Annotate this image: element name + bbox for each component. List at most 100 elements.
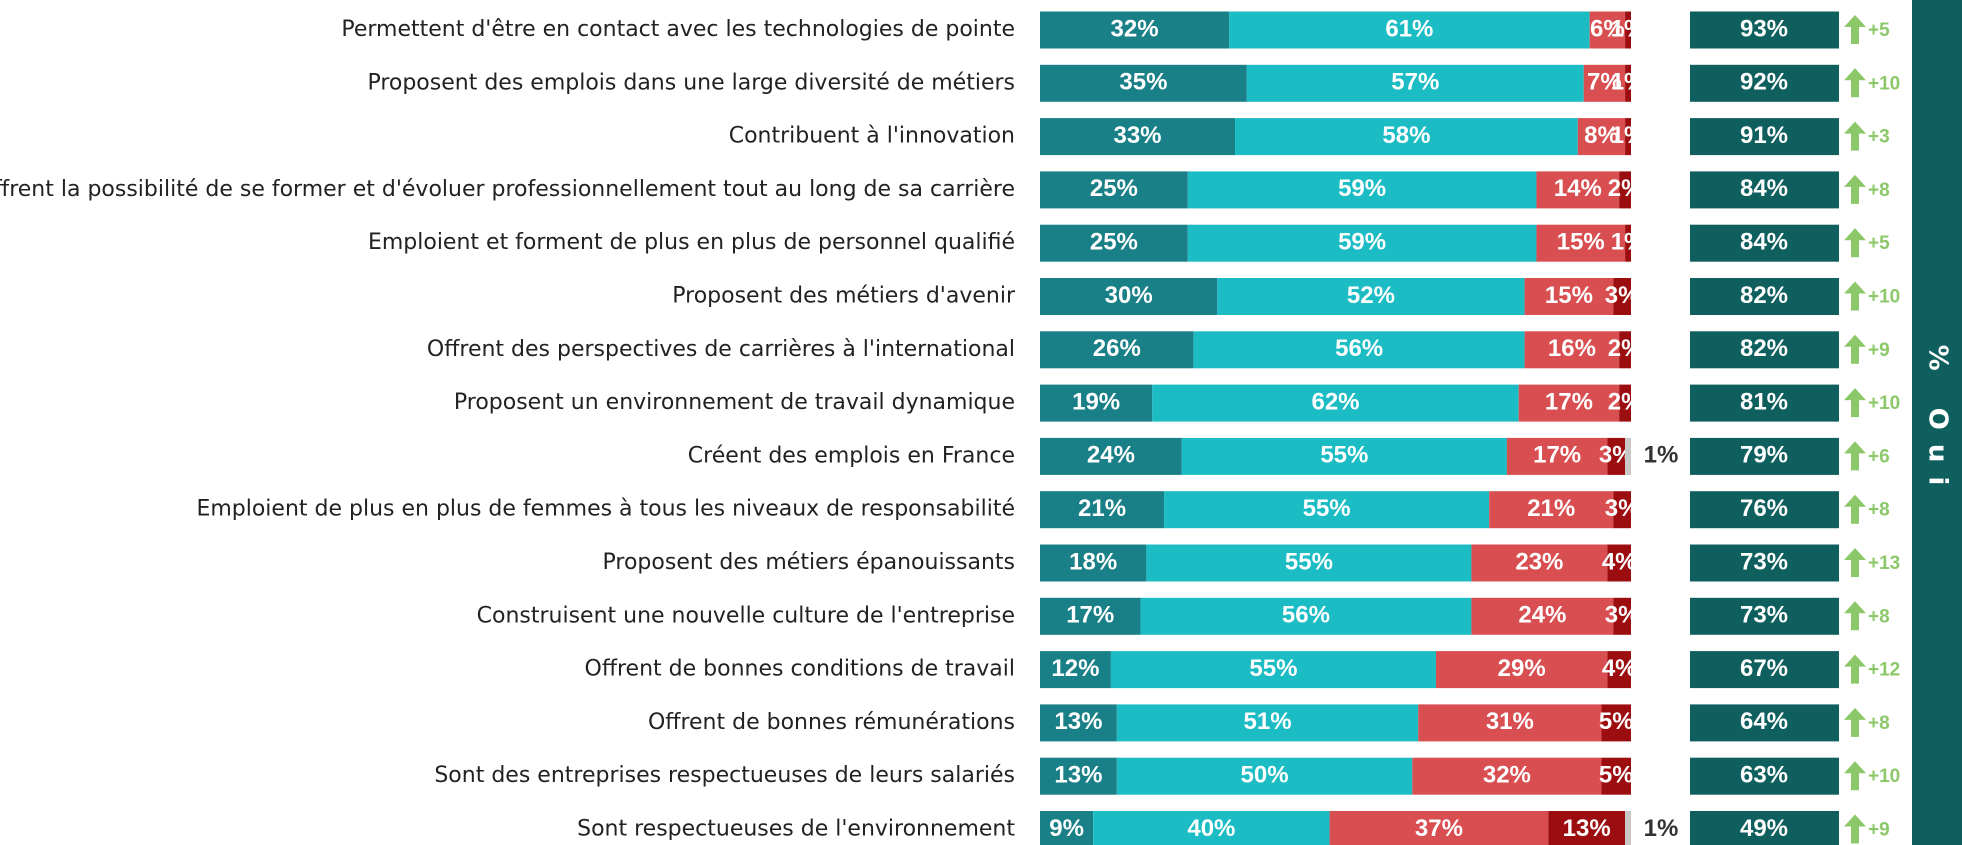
bar-segment bbox=[1518, 384, 1620, 422]
category-label: Permettent d'être en contact avec les te… bbox=[341, 17, 1015, 42]
value-label: 61% bbox=[1385, 15, 1433, 42]
bar-segment bbox=[1040, 331, 1194, 369]
category-label: Offrent des perspectives de carrières à … bbox=[427, 337, 1015, 362]
category-label: Construisent une nouvelle culture de l'e… bbox=[477, 603, 1015, 628]
bar-segment bbox=[1613, 597, 1631, 635]
bar-segment bbox=[1246, 64, 1584, 102]
bar-segment bbox=[1619, 331, 1631, 369]
category-label: Proposent un environnement de travail dy… bbox=[454, 390, 1015, 415]
bar-segment bbox=[1187, 171, 1537, 209]
category-label: Proposent des métiers épanouissants bbox=[603, 550, 1015, 575]
bar-segment bbox=[1040, 651, 1111, 689]
bar-segment bbox=[1536, 171, 1620, 209]
value-label: 3% bbox=[1605, 602, 1640, 629]
total-box bbox=[1690, 384, 1839, 422]
bar-segment bbox=[1607, 651, 1631, 689]
value-label: 14% bbox=[1554, 175, 1602, 202]
total-box bbox=[1690, 437, 1839, 475]
bar-segment bbox=[1418, 704, 1602, 742]
value-label: 26% bbox=[1093, 335, 1141, 362]
bar-segment bbox=[1040, 64, 1247, 102]
value-label: 31% bbox=[1486, 708, 1534, 735]
value-label: 1% bbox=[1644, 815, 1679, 842]
total-box bbox=[1690, 64, 1839, 102]
bar-segment bbox=[1607, 437, 1626, 475]
total-box bbox=[1690, 118, 1839, 156]
value-label: 5% bbox=[1599, 708, 1634, 735]
category-label: Emploient de plus en plus de femmes à to… bbox=[196, 497, 1015, 522]
total-label: 63% bbox=[1740, 762, 1788, 789]
bar-segment bbox=[1146, 544, 1472, 582]
delta-label: +5 bbox=[1868, 20, 1890, 41]
total-box bbox=[1690, 811, 1839, 845]
category-label: Proposent des métiers d'avenir bbox=[672, 284, 1016, 309]
value-label: 55% bbox=[1303, 495, 1351, 522]
value-label: 21% bbox=[1527, 495, 1575, 522]
delta-arrow bbox=[1844, 174, 1866, 204]
total-label: 84% bbox=[1740, 175, 1788, 202]
category-label: Créent des emplois en France bbox=[688, 443, 1015, 468]
bar-segment bbox=[1040, 597, 1141, 635]
value-label: 37% bbox=[1415, 815, 1463, 842]
value-label: 1% bbox=[1611, 69, 1646, 96]
total-box bbox=[1690, 757, 1839, 795]
delta-label: +8 bbox=[1868, 500, 1890, 521]
bar-segment bbox=[1471, 544, 1608, 582]
bar-segment bbox=[1583, 64, 1626, 102]
bar-segment bbox=[1625, 437, 1631, 475]
value-label: 6% bbox=[1590, 15, 1625, 42]
delta-arrow bbox=[1844, 15, 1866, 44]
value-label: 19% bbox=[1072, 388, 1120, 415]
bar-segment bbox=[1506, 437, 1608, 475]
value-label: 50% bbox=[1241, 762, 1289, 789]
bar-segment bbox=[1329, 811, 1549, 845]
value-label: 7% bbox=[1587, 69, 1622, 96]
total-label: 82% bbox=[1740, 335, 1788, 362]
total-box bbox=[1690, 704, 1839, 742]
delta-label: +9 bbox=[1868, 340, 1890, 361]
value-label: 13% bbox=[1054, 708, 1102, 735]
delta-label: +8 bbox=[1868, 606, 1890, 627]
total-label: 82% bbox=[1740, 282, 1788, 309]
total-label: 84% bbox=[1740, 229, 1788, 256]
delta-arrow bbox=[1844, 441, 1866, 471]
value-label: 12% bbox=[1051, 655, 1099, 682]
total-label: 49% bbox=[1740, 815, 1788, 842]
value-label: 25% bbox=[1090, 229, 1138, 256]
value-label: 16% bbox=[1548, 335, 1596, 362]
total-box bbox=[1690, 651, 1839, 689]
total-box bbox=[1690, 597, 1839, 635]
value-label: 13% bbox=[1054, 762, 1102, 789]
value-label: 25% bbox=[1090, 175, 1138, 202]
value-label: 59% bbox=[1338, 175, 1386, 202]
value-label: 3% bbox=[1605, 282, 1640, 309]
value-label: 2% bbox=[1608, 175, 1643, 202]
delta-label: +10 bbox=[1868, 73, 1900, 94]
category-label: Contribuent à l'innovation bbox=[729, 124, 1015, 149]
value-label: 33% bbox=[1113, 122, 1161, 149]
bar-segment bbox=[1548, 811, 1626, 845]
value-label: 21% bbox=[1078, 495, 1126, 522]
delta-arrow bbox=[1844, 228, 1866, 258]
total-label: 91% bbox=[1740, 122, 1788, 149]
value-label: 51% bbox=[1244, 708, 1292, 735]
bar-segment bbox=[1187, 224, 1537, 262]
bar-segment bbox=[1471, 597, 1614, 635]
bar-segment bbox=[1040, 437, 1182, 475]
total-label: 93% bbox=[1740, 15, 1788, 42]
bar-segment bbox=[1619, 171, 1631, 209]
bar-segment bbox=[1040, 11, 1230, 49]
bar-segment bbox=[1412, 757, 1602, 795]
delta-label: +3 bbox=[1868, 127, 1890, 148]
delta-label: +8 bbox=[1868, 180, 1890, 201]
total-label: 73% bbox=[1740, 548, 1788, 575]
total-box bbox=[1690, 11, 1839, 49]
delta-arrow bbox=[1844, 654, 1866, 684]
bar-segment bbox=[1229, 11, 1590, 49]
total-label: 81% bbox=[1740, 388, 1788, 415]
delta-arrow bbox=[1844, 388, 1866, 418]
bar-segment bbox=[1524, 331, 1620, 369]
bar-segment bbox=[1116, 704, 1419, 742]
value-label: 15% bbox=[1557, 229, 1605, 256]
delta-arrow bbox=[1844, 761, 1866, 791]
